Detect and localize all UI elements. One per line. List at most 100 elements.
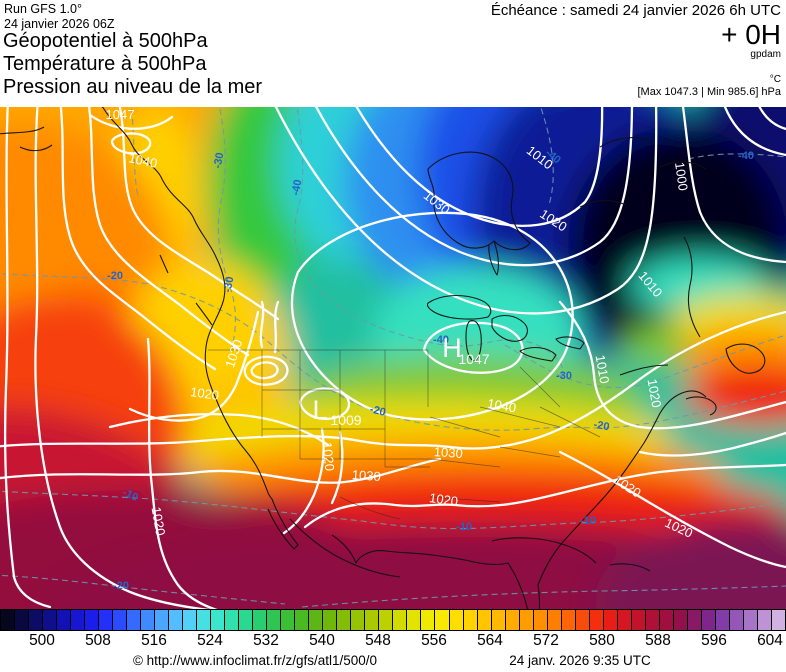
colorbar-cell	[323, 610, 338, 630]
colorbar-cell	[533, 610, 548, 630]
isobar-contour-label: 1020	[189, 384, 220, 403]
colorbar-cell	[757, 610, 772, 630]
colorbar-cell	[337, 610, 352, 630]
isobar-contour-label: 1040	[486, 396, 517, 416]
colorbar-cell	[267, 610, 282, 630]
run-model: Run GFS 1.0°	[4, 2, 82, 16]
colorbar-cell	[295, 610, 310, 630]
colorbar-cell	[701, 610, 716, 630]
colorbar-cell	[85, 610, 100, 630]
colorbar-tick: 540	[309, 632, 335, 649]
colorbar-tick: 604	[757, 632, 783, 649]
temperature-contour-label: -10	[580, 515, 596, 527]
isobar-contour-label: 1047	[106, 107, 135, 122]
pressure-center-value: 1009	[330, 412, 361, 428]
colorbar-cell	[0, 610, 16, 630]
geopotential-color-field	[0, 107, 786, 609]
colorbar-cell	[225, 610, 240, 630]
isobar-contour-label: 1040	[127, 150, 158, 171]
colorbar-cell	[449, 610, 464, 630]
colorbar-cell	[435, 610, 450, 630]
colorbar-cell	[393, 610, 408, 630]
colorbar-cell	[645, 610, 660, 630]
colorbar-cell	[673, 610, 688, 630]
pressure-label-layer: 1047104010301010102010001010101010201030…	[106, 107, 696, 541]
colorbar-tick: 532	[253, 632, 279, 649]
temperature-label-layer: -30-40-40 -40-40-30-30-20-20-20-20-10-10-…	[107, 147, 754, 592]
colorbar-cell	[379, 610, 394, 630]
colorbar-cell	[407, 610, 422, 630]
colorbar-tick: 556	[421, 632, 447, 649]
temperature-contour-label: -10	[456, 521, 472, 533]
pressure-center-l: L	[312, 395, 327, 425]
colorbar-cell	[603, 610, 618, 630]
forecast-info: Échéance : samedi 24 janvier 2026 6h UTC…	[491, 2, 781, 99]
generation-datetime: 24 janv. 2026 9:35 UTC	[509, 653, 651, 668]
colorbar-cell	[127, 610, 142, 630]
colorbar-cell	[561, 610, 576, 630]
temperature-contour-label: -30	[222, 276, 237, 294]
colorbar-cell	[309, 610, 324, 630]
colorbar-cell	[589, 610, 604, 630]
colorbar-cell	[421, 610, 436, 630]
colorbar-cell	[729, 610, 744, 630]
colorbar-cell	[113, 610, 128, 630]
colorbar-tick: 596	[701, 632, 727, 649]
run-date: 24 janvier 2026 06Z	[4, 17, 115, 31]
pressure-center-value: 1047	[458, 351, 489, 367]
colorbar-cell	[211, 610, 226, 630]
colorbar-cell	[239, 610, 254, 630]
isobar-contour-label: 1030	[433, 444, 463, 461]
colorbar-cell	[463, 610, 478, 630]
colorbar-cell	[155, 610, 170, 630]
temperature-contour-label: -40	[433, 334, 449, 346]
isobar-contour-label: 1020	[320, 441, 338, 471]
colorbar-cell	[281, 610, 296, 630]
colorbar-cell	[575, 610, 590, 630]
colorbar-cell	[169, 610, 184, 630]
isobar-contour-label: 1000	[672, 161, 691, 192]
colorbar-tick: 564	[477, 632, 503, 649]
colorbar-cell	[197, 610, 212, 630]
colorbar-cell	[99, 610, 114, 630]
temperature-contour-label: -10	[121, 487, 140, 504]
temperature-contour-label: -20	[107, 270, 123, 282]
coastlines	[0, 107, 766, 609]
colorbar-tick: 572	[533, 632, 559, 649]
colorbar-cell	[43, 610, 58, 630]
run-info: Run GFS 1.0° 24 janvier 2026 06Z	[4, 2, 115, 32]
state-borders	[208, 349, 601, 520]
temperature-contour-label: -20	[593, 419, 611, 434]
title-geopotential: Géopotentiel à 500hPa	[3, 30, 208, 52]
echeance-label: Échéance : samedi 24 janvier 2026 6h UTC	[490, 2, 781, 19]
colorbar-cell	[477, 610, 492, 630]
colorbar-cell	[183, 610, 198, 630]
colorbar-cell	[141, 610, 156, 630]
map-titles: Géopotentiel à 500hPa Température à 500h…	[3, 30, 262, 99]
pressure-minmax: [Max 1047.3 | Min 985.6] hPa	[637, 86, 782, 98]
footer: © http://www.infoclimat.fr/z/gfs/atl1/50…	[0, 651, 786, 672]
colorbar-tick: 508	[85, 632, 111, 649]
isobar-contour-label: 1020	[149, 506, 169, 537]
forecast-step: + 0H	[721, 19, 781, 50]
temperature-contour-label: -30	[212, 152, 227, 170]
colorbar-cell	[15, 610, 30, 630]
colorbar-tick-labels: 500 508 516 524 532 540 548 556 564 572 580 588 596 6…	[0, 632, 786, 651]
unit-celsius: °C	[769, 74, 781, 85]
temperature-contour-label: -30	[556, 370, 572, 382]
colorbar-cell	[365, 610, 380, 630]
title-pressure: Pression au niveau de la mer	[3, 76, 263, 98]
colorbar-cell	[57, 610, 72, 630]
temperature-contour-label: -40	[290, 179, 305, 197]
colorbar-tick: 588	[645, 632, 671, 649]
colorbar-cell	[71, 610, 86, 630]
colorbar-cell	[505, 610, 520, 630]
geopotential-colorbar	[0, 609, 786, 631]
copyright-url[interactable]: © http://www.infoclimat.fr/z/gfs/atl1/50…	[132, 653, 378, 668]
colorbar-tick: 548	[365, 632, 391, 649]
colorbar-tick: 516	[141, 632, 167, 649]
colorbar-cell	[631, 610, 646, 630]
colorbar-cell	[617, 610, 632, 630]
